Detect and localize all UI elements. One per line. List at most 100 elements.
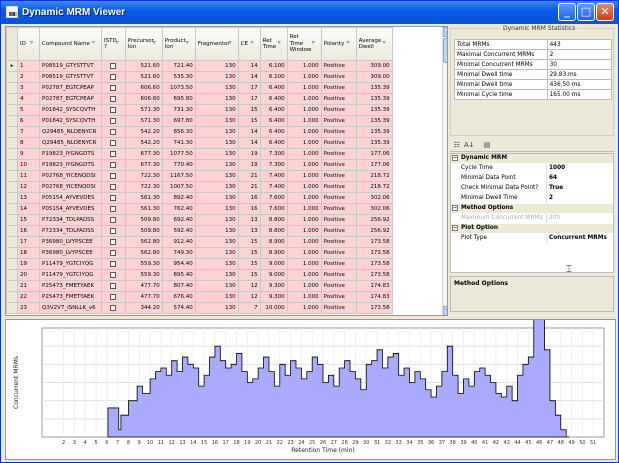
table-cell[interactable]: 856.30: [161, 126, 196, 138]
scroll-thumb[interactable]: [443, 38, 447, 63]
close-button[interactable]: ✕: [596, 3, 614, 21]
table-cell[interactable]: 130: [194, 258, 239, 270]
table-cell[interactable]: 4: [17, 93, 40, 105]
istd-checkbox[interactable]: [110, 260, 117, 267]
table-cell[interactable]: 173.58: [355, 236, 393, 248]
table-cell[interactable]: 6: [17, 115, 40, 127]
table-cell[interactable]: 12: [237, 291, 261, 303]
table-cell[interactable]: 1.000: [286, 291, 322, 303]
table-cell[interactable]: Positive: [320, 269, 357, 281]
property-row[interactable]: Maximum Concurrent MRMs 200: [451, 214, 613, 223]
table-cell[interactable]: 1.000: [286, 148, 322, 160]
table-cell[interactable]: Positive: [320, 148, 357, 160]
row-header[interactable]: [6, 203, 18, 215]
filter-icon[interactable]: ▿: [92, 39, 96, 46]
table-cell[interactable]: 606.60: [124, 82, 163, 94]
table-row[interactable]: 11 P02768_YICENQDSI 722.30 1167.50 130 21 7.40…: [6, 170, 393, 182]
istd-checkbox-cell[interactable]: [101, 269, 126, 281]
table-cell[interactable]: Positive: [320, 236, 357, 248]
table-cell[interactable]: 677.30: [124, 148, 163, 160]
table-cell[interactable]: 1.000: [286, 247, 322, 259]
table-cell[interactable]: P01842_SYSCQVTH: [39, 104, 102, 116]
table-cell[interactable]: 7.400: [259, 181, 288, 193]
table-cell[interactable]: Positive: [320, 280, 357, 292]
table-cell[interactable]: 895.40: [161, 269, 196, 281]
table-row[interactable]: 9 P19823_IYGNGDTS 677.30 1077.50 130 19 7.300 1…: [6, 148, 393, 160]
table-cell[interactable]: Positive: [320, 247, 357, 259]
istd-checkbox[interactable]: [110, 62, 117, 69]
table-row[interactable]: 19 P11479_YGTCIYQG 559.30 954.40 130 15 9.000 1…: [6, 258, 393, 270]
property-grid[interactable]: − Dynamic MRM Cycle Time 1000 Minimal Data P…: [450, 153, 614, 273]
table-cell[interactable]: P25473_FMETYAEK: [39, 291, 102, 303]
istd-checkbox-cell[interactable]: [101, 170, 126, 182]
istd-checkbox[interactable]: [110, 249, 117, 256]
table-cell[interactable]: 731.30: [161, 104, 196, 116]
table-cell[interactable]: Positive: [320, 291, 357, 303]
row-header[interactable]: [6, 93, 18, 105]
table-row[interactable]: 14 P05154_AYVEVDES 561.30 762.40 130 16 7.600 1…: [6, 203, 393, 215]
istd-checkbox[interactable]: [110, 84, 117, 91]
table-cell[interactable]: Positive: [320, 71, 357, 83]
row-header[interactable]: [6, 159, 18, 171]
istd-checkbox[interactable]: [110, 117, 117, 124]
istd-checkbox[interactable]: [110, 227, 117, 234]
table-cell[interactable]: 18: [17, 247, 40, 259]
table-cell[interactable]: 7.400: [259, 170, 288, 182]
row-header[interactable]: [6, 280, 18, 292]
istd-checkbox-cell[interactable]: [101, 93, 126, 105]
table-row[interactable]: 4 P02787_EGTCPEAP 606.60 695.80 130 17 6.400 1.…: [6, 93, 393, 105]
table-cell[interactable]: 7.300: [259, 159, 288, 171]
istd-checkbox[interactable]: [110, 139, 117, 146]
istd-checkbox[interactable]: [110, 172, 117, 179]
table-cell[interactable]: 173.58: [355, 269, 393, 281]
table-cell[interactable]: 521.60: [124, 60, 163, 72]
table-cell[interactable]: P36980_LVYPSCEE: [39, 236, 102, 248]
table-cell[interactable]: 6.100: [259, 71, 288, 83]
row-header[interactable]: [6, 82, 18, 94]
istd-checkbox-cell[interactable]: [101, 181, 126, 193]
scroll-down-arrow-icon[interactable]: ▼: [443, 306, 447, 315]
row-header[interactable]: [6, 148, 18, 160]
table-cell[interactable]: 130: [194, 302, 239, 314]
table-cell[interactable]: 16: [237, 203, 261, 215]
table-cell[interactable]: 509.80: [124, 225, 163, 237]
column-header[interactable]: Ret Time Window ▿: [286, 27, 322, 61]
table-cell[interactable]: 559.30: [124, 258, 163, 270]
istd-checkbox-cell[interactable]: [101, 137, 126, 149]
table-cell[interactable]: 130: [194, 236, 239, 248]
table-cell[interactable]: P08519_GTYSTTVT: [39, 60, 102, 72]
table-cell[interactable]: 15: [237, 258, 261, 270]
table-cell[interactable]: Positive: [320, 192, 357, 204]
istd-checkbox[interactable]: [110, 73, 117, 80]
scroll-up-arrow-icon[interactable]: ▲: [443, 27, 447, 37]
filter-icon[interactable]: ▿: [30, 39, 34, 46]
table-cell[interactable]: 130: [194, 269, 239, 281]
row-header[interactable]: [6, 302, 18, 314]
minimize-button[interactable]: _: [558, 3, 576, 21]
table-cell[interactable]: P01842_SYSCQVTH: [39, 115, 102, 127]
table-cell[interactable]: 6.400: [259, 115, 288, 127]
table-cell[interactable]: P11479_YGTCIYQG: [39, 269, 102, 281]
table-cell[interactable]: 1.000: [286, 71, 322, 83]
table-cell[interactable]: 7.600: [259, 192, 288, 204]
table-cell[interactable]: 562.80: [124, 236, 163, 248]
table-cell[interactable]: 135.39: [355, 137, 393, 149]
table-cell[interactable]: 606.60: [124, 93, 163, 105]
filter-icon[interactable]: ▿: [346, 39, 350, 46]
table-cell[interactable]: 130: [194, 137, 239, 149]
filter-icon[interactable]: ▿: [152, 39, 156, 46]
istd-checkbox-cell[interactable]: [101, 71, 126, 83]
table-cell[interactable]: 561.30: [124, 203, 163, 215]
table-row[interactable]: 16 P72334_TDLPADSS 509.80 592.40 130 13 8.800 1…: [6, 225, 393, 237]
property-row[interactable]: Cycle Time 1000: [451, 164, 613, 173]
table-cell[interactable]: 10: [17, 159, 40, 171]
property-category[interactable]: − Dynamic MRM: [451, 154, 613, 163]
istd-checkbox-cell[interactable]: [101, 203, 126, 215]
istd-checkbox-cell[interactable]: [101, 236, 126, 248]
property-value[interactable]: Concurrent MRMs: [546, 234, 612, 243]
table-cell[interactable]: Positive: [320, 137, 357, 149]
istd-checkbox[interactable]: [110, 95, 117, 102]
table-row[interactable]: 21 P25473_FMETYAEK 477.70 807.40 130 12 9.300 1…: [6, 280, 393, 292]
table-row[interactable]: 15 P72334_TDLPADSS 509.80 692.40 130 13 8.800 1…: [6, 214, 393, 226]
istd-checkbox[interactable]: [110, 304, 117, 311]
